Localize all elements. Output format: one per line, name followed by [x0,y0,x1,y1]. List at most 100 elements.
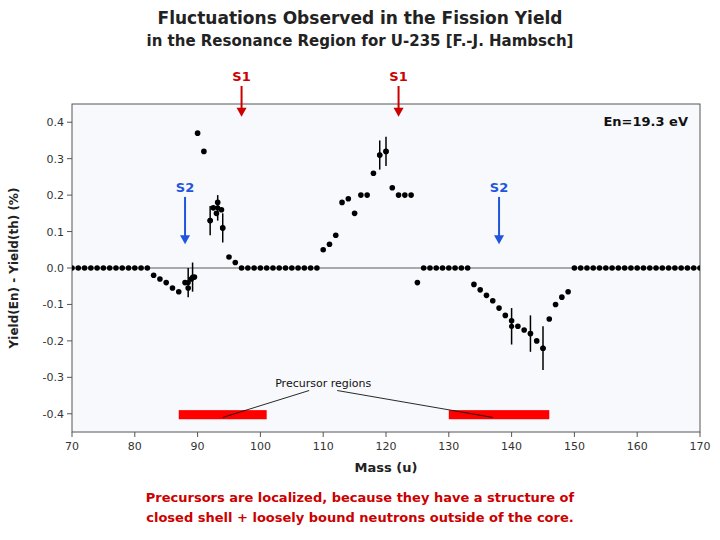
point [258,265,264,271]
footnote: closed shell + loosely bound neutrons ou… [146,510,573,525]
x-tick-label: 80 [128,440,142,453]
x-axis-label: Mass (u) [355,460,418,475]
point [264,265,270,271]
error-point [186,280,191,285]
y-tick [67,158,72,159]
point [107,265,113,271]
error-point [383,149,388,154]
point [358,192,364,198]
point [565,289,571,295]
point [572,265,578,271]
point [616,265,622,271]
y-tick-label: -0.1 [43,298,64,311]
x-tick-label: 150 [564,440,585,453]
x-tick-label: 170 [690,440,711,453]
point [383,149,389,155]
point [546,316,552,322]
point [590,265,596,271]
error-point [528,331,533,336]
point [415,280,421,286]
point [628,265,634,271]
point [396,192,402,198]
point [145,265,151,271]
y-tick [67,304,72,305]
point [163,280,169,286]
precursor-bar [449,410,549,419]
y-tick-label: -0.2 [43,335,64,348]
point [82,265,88,271]
axes: 708090100110120130140150160170-0.4-0.3-0… [43,116,711,453]
point [151,272,157,278]
title: Fluctuations Observed in the Fission Yie… [158,8,563,28]
point [678,265,684,271]
point [138,265,144,271]
point [609,265,615,271]
x-tick [700,432,701,437]
errorbar-series [186,137,546,370]
point [346,196,352,202]
point [327,242,333,248]
point [371,170,377,176]
arrow-label: S1 [232,69,250,84]
x-tick [72,432,73,437]
point [459,265,465,271]
chart: Fluctuations Observed in the Fission Yie… [0,0,720,540]
x-tick-label: 140 [501,440,522,453]
arrow-head [180,235,190,244]
point [377,152,383,158]
y-tick [67,268,72,269]
plot-data [72,130,700,419]
precursor-leader [337,391,493,418]
arrow-shaft [498,197,500,236]
point [603,265,609,271]
arrow-label: S2 [490,180,508,195]
point [597,265,603,271]
y-tick-label: 0.4 [47,116,65,129]
arrow-shaft [184,197,186,236]
error-point [540,346,545,351]
point [352,211,358,217]
point [119,265,125,271]
point [534,338,540,344]
x-tick-label: 130 [438,440,459,453]
scatter-series [72,130,700,351]
point [72,265,75,271]
point [559,294,565,300]
point [672,265,678,271]
point [389,185,395,191]
error-point [190,275,195,280]
point [170,285,176,291]
error-point [208,218,213,223]
precursor-leader [223,391,309,418]
point [553,302,559,308]
point [421,265,427,271]
point [157,276,163,282]
arrow-label: S1 [389,69,407,84]
x-tick [511,432,512,437]
point [452,265,458,271]
point [201,149,207,155]
x-tick-label: 120 [376,440,397,453]
point [471,282,477,288]
point [634,265,640,271]
error-point [509,324,514,329]
point [339,200,345,206]
point [289,265,295,271]
point [283,265,289,271]
annotations: Precursor regionsS1S1S2S2En=19.3 eV [176,69,688,417]
x-tick [448,432,449,437]
y-axis-label: Yield(En) - Yield(th) (%) [7,188,21,350]
footnote: Precursors are localized, because they h… [146,490,575,505]
point [295,265,301,271]
x-tick [134,432,135,437]
point [126,265,132,271]
point [75,265,81,271]
subtitle: in the Resonance Region for U-235 [F.-J.… [147,32,574,50]
arrow-head [394,108,404,117]
point [314,265,320,271]
point [515,324,521,330]
point [528,331,534,337]
x-tick-label: 110 [313,440,334,453]
point [270,265,276,271]
arrow-head [237,108,247,117]
